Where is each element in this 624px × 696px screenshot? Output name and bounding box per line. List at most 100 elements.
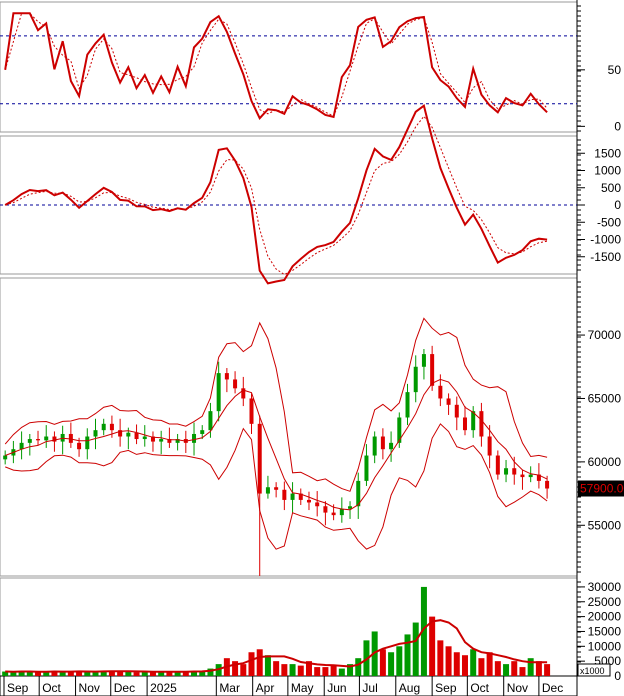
panel-osc [0,1,578,133]
volume-bar [355,658,362,676]
volume-bar [10,671,17,676]
y-tick-label: 55000 [588,518,622,532]
volume-bar [67,671,74,676]
candle [167,439,172,443]
last-price-badge [578,480,624,497]
x-tick-label: Aug [399,681,420,695]
y-tick-label: -500 [597,215,621,229]
candle [315,502,320,507]
volume-bar [232,661,239,676]
volume-ma-line [5,619,548,673]
candle [27,439,32,443]
volume-bar [273,661,280,676]
candle [159,439,164,442]
volume-bar [281,664,288,676]
candle [249,398,254,424]
y-tick-label: 1000 [594,164,621,178]
volume-bar [379,649,386,676]
oscillator-line [4,12,548,120]
volume-bar [544,664,551,676]
x-tick-label: Oct [42,681,61,695]
candle [339,508,344,516]
candle [150,436,155,442]
last-price-label: 57900.00 [580,482,624,496]
volume-bar [207,668,214,676]
candle [454,404,459,418]
volume-bar [256,649,263,676]
candle [208,411,213,431]
candle [265,487,270,494]
candle [101,423,106,431]
candle [216,373,221,412]
candle [512,468,517,475]
y-tick-label: 70000 [588,328,622,342]
y-tick-label: 0 [614,119,621,133]
candle [397,417,402,443]
volume-bar [503,664,510,676]
candle [192,433,197,443]
x-tick-label: May [291,681,314,695]
oscillator-signal-line [4,12,548,117]
volume-bar [174,671,181,676]
volume-bar [2,671,9,676]
y-tick-label: 0 [614,669,621,683]
candle [3,455,8,460]
volume-bar [199,670,206,676]
candle [134,432,139,440]
volume-bar [182,671,189,676]
volume-bar [437,640,444,676]
volume-bar [43,671,50,676]
candle [364,455,369,481]
volume-bar [429,616,436,676]
volume-bar [322,667,329,676]
candle [19,442,24,450]
candle [471,411,476,431]
bollinger-lower [5,423,548,550]
volume-bar [297,665,304,676]
x-axis [0,675,578,696]
x-tick-label: Apr [256,681,275,695]
volume-bar [388,652,395,676]
candle [118,430,123,437]
y-tick-label: 65000 [588,391,622,405]
volume-bar [59,671,66,676]
panel-price [0,277,578,577]
volume-bar [511,661,518,676]
volume-bar [494,661,501,676]
candle [126,432,131,437]
volume-bar [486,652,493,676]
volume-bar [527,658,534,676]
candle [323,506,328,513]
y-tick-label: 50 [608,63,622,77]
x-tick-label: Nov [507,681,528,695]
candle [520,474,525,478]
candle [536,474,541,481]
candle [487,436,492,456]
volume-bar [396,646,403,676]
volume-bar [289,664,296,676]
volume-bar [314,667,321,676]
candle [479,411,484,437]
candle [60,433,65,442]
y-tick-label: 0 [614,198,621,212]
y-tick-label: -1500 [590,250,621,264]
volume-bar [461,655,468,676]
candle [77,442,82,450]
volume-bar [125,671,132,676]
candle [306,499,311,503]
volume-bar [338,668,345,676]
volume-bar [478,658,485,676]
candle [93,430,98,437]
volume-bar [305,661,312,676]
candle [438,385,443,399]
volume-bar [330,665,337,676]
x-tick-label: 2025 [150,681,177,695]
x-tick-label: Mar [219,681,240,695]
x-tick-label: Nov [79,681,100,695]
candle [545,480,550,489]
candle [356,480,361,507]
candle [36,439,41,441]
volume-bar [141,671,148,676]
